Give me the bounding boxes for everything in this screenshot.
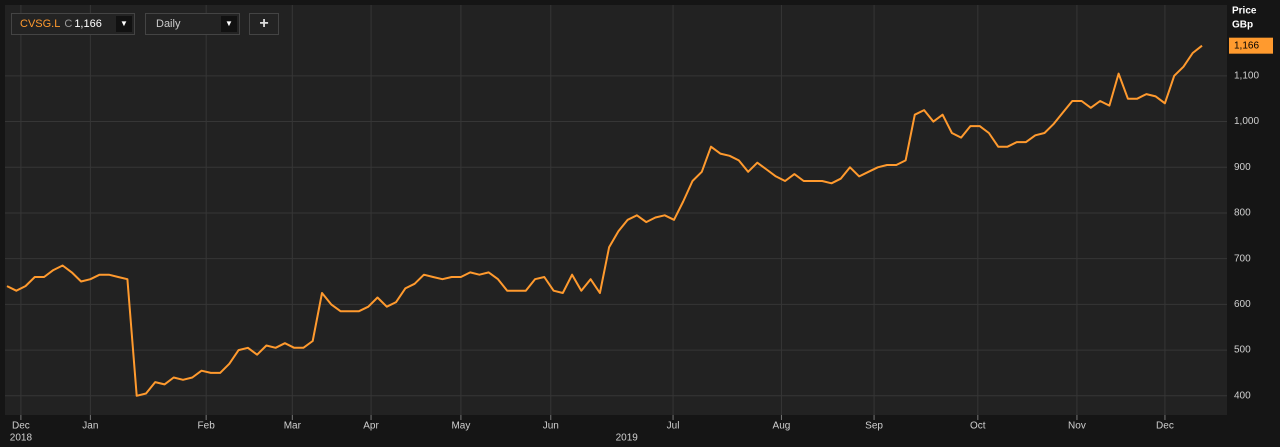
y-axis-unit: GBp	[1232, 20, 1253, 31]
x-tick-label: Sep	[865, 421, 883, 432]
x-tick-label: Oct	[970, 421, 986, 432]
y-tick-label: 700	[1234, 253, 1251, 264]
symbol: CVSG.L	[20, 18, 61, 30]
x-tick-label: Apr	[363, 421, 379, 432]
x-tick-label: Jan	[82, 421, 98, 432]
last-price-label: 1,166	[1234, 40, 1259, 51]
x-tick-label: Nov	[1068, 421, 1086, 432]
add-button[interactable]: +	[249, 13, 279, 35]
last-price-tag	[1229, 37, 1273, 54]
x-tick-label: Dec	[1156, 421, 1174, 432]
y-tick-label: 500	[1234, 345, 1251, 356]
y-axis-title: Price	[1232, 6, 1257, 17]
interval-select[interactable]: Daily ▼	[145, 13, 240, 35]
y-tick-label: 400	[1234, 390, 1251, 401]
price-line	[6, 44, 1203, 397]
x-tick-label: Dec	[12, 421, 30, 432]
y-tick-label: 600	[1234, 299, 1251, 310]
interval: Daily	[156, 18, 181, 30]
close-value: 1,166	[74, 18, 102, 30]
y-tick-label: 800	[1234, 208, 1251, 219]
x-tick-label: Feb	[198, 421, 216, 432]
x-tick-label: Jul	[667, 421, 680, 432]
dropdown-arrow[interactable]: ▼	[116, 16, 132, 32]
x-tick-label: Mar	[284, 421, 302, 432]
x-tick-label: Jun	[543, 421, 559, 432]
x-year-label: 2019	[616, 433, 639, 444]
x-tick-label: May	[451, 421, 470, 432]
symbol-box[interactable]: CVSG.L C 1,166 ▼	[11, 13, 135, 35]
y-tick-label: 900	[1234, 162, 1251, 173]
x-tick-label: Aug	[773, 421, 791, 432]
dropdown-arrow[interactable]: ▼	[221, 16, 237, 32]
plot-area	[5, 5, 1227, 415]
y-tick-label: 1,000	[1234, 116, 1259, 127]
y-tick-label: 1,100	[1234, 70, 1259, 81]
close-prefix: C	[64, 18, 73, 30]
x-year-label: 2018	[10, 433, 33, 444]
